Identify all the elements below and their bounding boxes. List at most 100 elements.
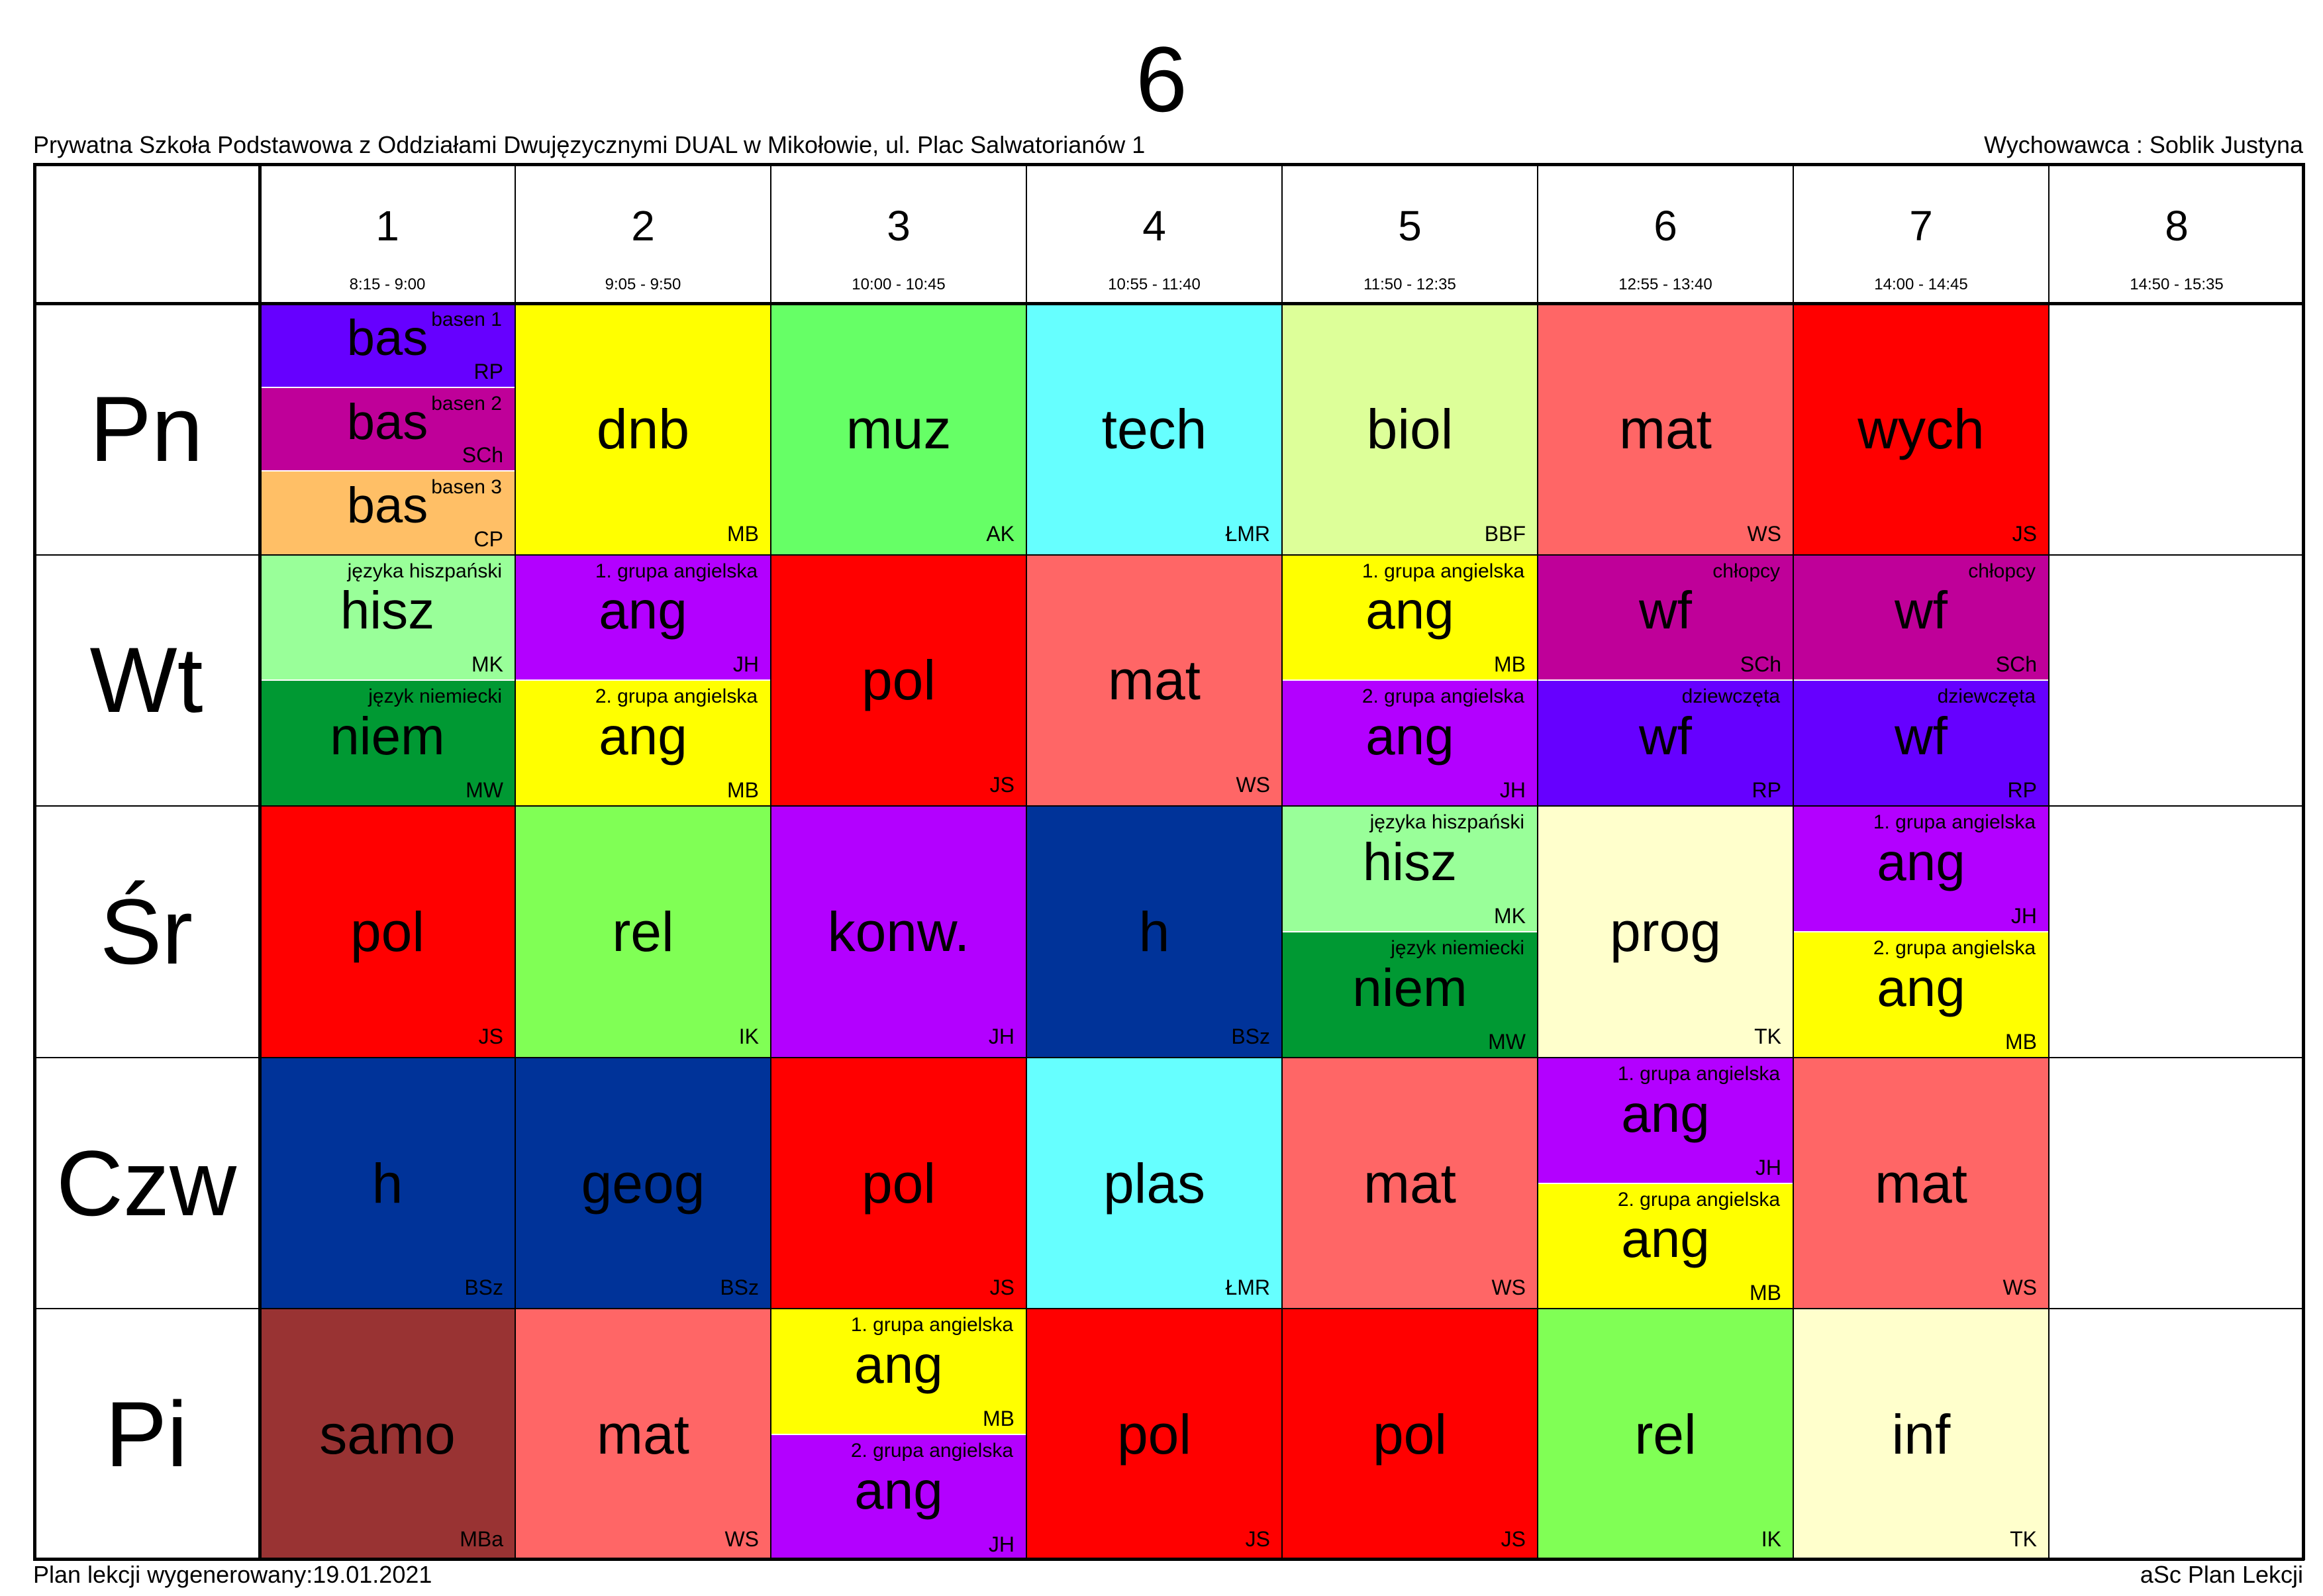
lesson-cell[interactable]: tech ŁMR (1026, 303, 1282, 555)
lesson-cell[interactable]: ang 1. grupa angielska JH (1538, 1057, 1793, 1183)
lesson-teacher: JH (2010, 903, 2037, 928)
lesson-cell[interactable]: mat WS (1538, 303, 1793, 555)
lesson-cell[interactable]: plas ŁMR (1026, 1057, 1282, 1309)
lesson-cell[interactable]: pol JS (1282, 1309, 1538, 1560)
group-divider (260, 679, 515, 681)
period-number: 8 (2165, 202, 2189, 250)
lesson-cell[interactable]: ang 2. grupa angielska JH (1282, 680, 1538, 807)
lesson-group: 2. grupa angielska (850, 1440, 1013, 1462)
grid-line (32, 163, 36, 1560)
lesson-cell[interactable]: hisz języka hiszpański MK (1282, 806, 1538, 932)
lesson-cell[interactable]: wf dziewczęta RP (1793, 680, 2049, 807)
lesson-teacher: TK (1754, 1024, 1781, 1048)
lesson-cell[interactable]: muz AK (771, 303, 1026, 555)
lesson-teacher: ŁMR (1225, 1275, 1270, 1300)
lesson-cell[interactable]: pol JS (260, 806, 515, 1058)
lesson-cell[interactable]: wf chłopcy SCh (1793, 554, 2049, 681)
homeroom-teacher: Wychowawca : Soblik Justyna (1984, 131, 2303, 158)
lesson-subject: tech (1101, 397, 1207, 460)
lesson-subject: wych (1857, 397, 1985, 460)
lesson-teacher: MW (466, 778, 503, 803)
lesson-cell[interactable]: bas basen 2 SCh (260, 387, 515, 472)
lesson-teacher: MK (471, 652, 503, 677)
lesson-cell[interactable]: niem język niemiecki MW (1282, 932, 1538, 1058)
period-number: 3 (887, 202, 911, 250)
lesson-subject: ang (854, 1461, 943, 1521)
lesson-subject: ang (1365, 581, 1454, 640)
period-number: 2 (631, 202, 655, 250)
lesson-cell[interactable]: dnb MB (515, 303, 771, 555)
lesson-cell[interactable]: bas basen 1 RP (260, 303, 515, 387)
group-divider (1282, 931, 1538, 932)
lesson-subject: ang (599, 707, 687, 766)
grid-line (1793, 163, 1794, 1560)
lesson-teacher: MW (1488, 1029, 1526, 1054)
lesson-cell[interactable]: ang 1. grupa angielska MB (1282, 554, 1538, 681)
period-header: 6 12:55 - 13:40 (1538, 163, 1793, 303)
lesson-cell[interactable]: geog BSz (515, 1057, 771, 1309)
lesson-cell[interactable]: rel IK (1538, 1309, 1793, 1560)
lesson-cell[interactable]: mat WS (515, 1309, 771, 1560)
lesson-cell[interactable]: niem język niemiecki MW (260, 680, 515, 807)
lesson-cell[interactable]: wf dziewczęta RP (1538, 680, 1793, 807)
lesson-cell[interactable]: ang 1. grupa angielska JH (1793, 806, 2049, 932)
lesson-cell[interactable]: h BSz (260, 1057, 515, 1309)
lesson-cell[interactable]: ang 2. grupa angielska MB (515, 680, 771, 807)
lesson-group: basen 3 (431, 476, 502, 499)
lesson-subject: rel (612, 900, 674, 963)
period-number: 5 (1398, 202, 1422, 250)
lesson-cell[interactable]: mat WS (1793, 1057, 2049, 1309)
lesson-cell[interactable]: mat WS (1282, 1057, 1538, 1309)
lesson-subject: pol (350, 900, 425, 963)
grid-line (770, 163, 771, 1560)
lesson-subject: inf (1891, 1403, 1951, 1466)
period-header: 3 10:00 - 10:45 (771, 163, 1026, 303)
lesson-group: chłopcy (1968, 560, 2036, 582)
lesson-subject: mat (596, 1403, 690, 1466)
lesson-cell[interactable]: ang 1. grupa angielska JH (515, 554, 771, 681)
lesson-cell[interactable]: hisz języka hiszpański MK (260, 554, 515, 681)
lesson-subject: mat (1874, 1152, 1968, 1215)
lesson-subject: ang (1621, 1083, 1710, 1143)
lesson-cell[interactable]: mat WS (1026, 554, 1282, 807)
lesson-teacher: SCh (1740, 652, 1781, 677)
lesson-cell[interactable]: h BSz (1026, 806, 1282, 1058)
lesson-cell[interactable]: konw. JH (771, 806, 1026, 1058)
lesson-teacher: MB (2005, 1029, 2037, 1054)
lesson-cell[interactable]: prog TK (1538, 806, 1793, 1058)
grid-line (33, 1308, 2304, 1310)
lesson-subject: plas (1103, 1152, 1206, 1215)
lesson-cell[interactable]: samo MBa (260, 1309, 515, 1560)
lesson-group: chłopcy (1712, 560, 1780, 582)
lesson-cell[interactable]: ang 2. grupa angielska JH (771, 1434, 1026, 1560)
lesson-cell[interactable]: pol JS (771, 554, 1026, 807)
lesson-teacher: MB (983, 1407, 1014, 1431)
lesson-cell[interactable]: pol JS (771, 1057, 1026, 1309)
lesson-teacher: WS (2002, 1275, 2037, 1300)
lesson-cell[interactable]: bas basen 3 CP (260, 471, 515, 555)
lesson-group: język niemiecki (368, 685, 502, 708)
lesson-cell[interactable]: wf chłopcy SCh (1538, 554, 1793, 681)
lesson-cell[interactable]: inf TK (1793, 1309, 2049, 1560)
lesson-cell[interactable]: biol BBF (1282, 303, 1538, 555)
lesson-teacher: MBa (460, 1526, 503, 1551)
lesson-cell[interactable]: ang 2. grupa angielska MB (1793, 932, 2049, 1058)
lesson-subject: wf (1895, 707, 1948, 766)
lesson-group: 2. grupa angielska (1361, 685, 1524, 708)
lesson-cell[interactable]: rel IK (515, 806, 771, 1058)
school-name: Prywatna Szkoła Podstawowa z Oddziałami … (33, 131, 1146, 158)
lesson-subject: konw. (827, 900, 970, 963)
period-number: 4 (1142, 202, 1166, 250)
lesson-teacher: JH (1755, 1155, 1781, 1179)
period-time: 10:55 - 11:40 (1108, 275, 1201, 293)
lesson-subject: wf (1895, 581, 1948, 640)
lesson-cell[interactable]: ang 1. grupa angielska MB (771, 1309, 1026, 1435)
lesson-cell[interactable]: pol JS (1026, 1309, 1282, 1560)
lesson-subject: ang (1877, 832, 1965, 892)
lesson-teacher: RP (1752, 778, 1781, 803)
lesson-cell[interactable]: ang 2. grupa angielska MB (1538, 1183, 1793, 1309)
group-divider (1538, 1182, 1793, 1184)
lesson-cell[interactable]: wych JS (1793, 303, 2049, 555)
lesson-group: basen 2 (431, 392, 502, 415)
lesson-teacher: ŁMR (1225, 521, 1270, 546)
